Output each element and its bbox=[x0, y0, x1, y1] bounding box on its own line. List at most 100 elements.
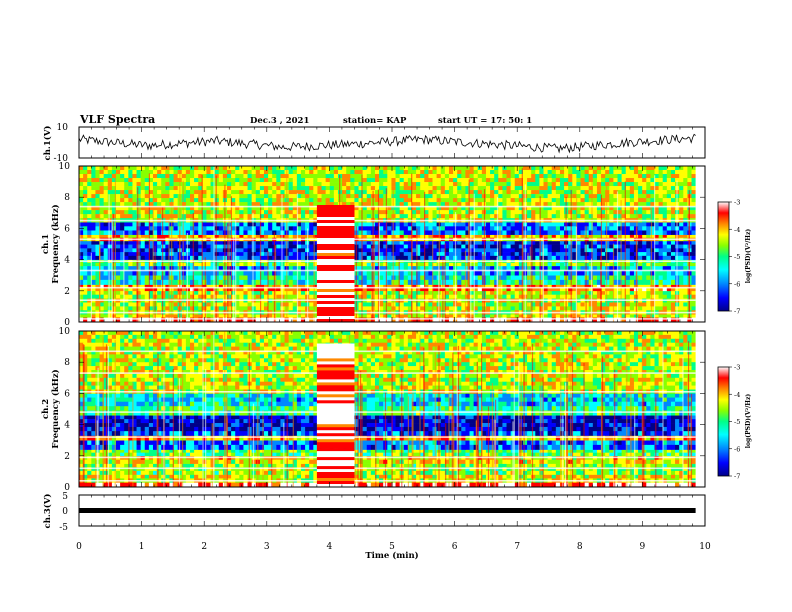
spectrogram-cell bbox=[161, 186, 166, 191]
spectrogram-cell bbox=[243, 234, 248, 239]
spectrogram-cell bbox=[535, 244, 540, 249]
spectrogram-cell bbox=[444, 302, 450, 307]
spectrogram-cell bbox=[416, 234, 421, 239]
spectrogram-cell bbox=[313, 244, 318, 249]
spectrogram-cell bbox=[280, 186, 285, 191]
spectrogram-cell bbox=[374, 222, 380, 227]
spectrogram-cell bbox=[510, 294, 516, 299]
spectrogram-cell bbox=[416, 248, 421, 253]
spectrogram-cell bbox=[202, 279, 207, 285]
spectrogram-cell bbox=[510, 279, 516, 285]
spectrogram-cell bbox=[87, 290, 92, 295]
spectrogram-cell bbox=[395, 270, 401, 276]
spectrogram-cell bbox=[111, 166, 117, 171]
spectrogram-cell bbox=[358, 182, 364, 187]
spectrogram-cell bbox=[601, 270, 606, 276]
spectrogram-cell bbox=[276, 284, 281, 288]
spectrogram-cell bbox=[107, 275, 113, 281]
spectrogram-cell bbox=[99, 270, 105, 276]
spectrogram-cell bbox=[276, 317, 281, 323]
spectrogram-cell bbox=[374, 252, 380, 257]
spectrogram-cell bbox=[194, 240, 199, 245]
spectrogram-cell bbox=[259, 170, 265, 175]
spectrogram-cell bbox=[300, 252, 306, 257]
spectrogram-cell bbox=[638, 294, 643, 299]
spectrogram-cell bbox=[120, 234, 125, 239]
spectrogram-cell bbox=[243, 182, 248, 187]
spectrogram-cell bbox=[658, 284, 664, 288]
spectrogram-cell bbox=[498, 170, 503, 175]
spectrogram-cell bbox=[399, 317, 405, 323]
spectrogram-cell bbox=[527, 234, 532, 239]
spectrogram-cell bbox=[514, 226, 520, 231]
spectrogram-cell bbox=[601, 240, 606, 245]
spectrogram-cell bbox=[157, 317, 162, 323]
spectrogram-cell bbox=[531, 170, 536, 175]
spectrogram-cell bbox=[448, 284, 454, 288]
spectrogram-cell bbox=[535, 290, 540, 295]
spectrogram-cell bbox=[666, 240, 672, 245]
spectrogram-cell bbox=[494, 279, 499, 285]
spectrogram-cell bbox=[161, 248, 166, 253]
spectrogram-cell bbox=[662, 234, 668, 239]
spectrogram-cell bbox=[444, 314, 450, 318]
spectrogram-cell bbox=[679, 275, 684, 281]
spectrogram-cell bbox=[625, 186, 631, 191]
spectrogram-cell bbox=[444, 182, 450, 187]
spectrogram-cell bbox=[539, 244, 544, 249]
spectrogram-cell bbox=[596, 170, 602, 175]
spectrogram-cell bbox=[518, 248, 524, 253]
spectrogram-cell bbox=[605, 306, 610, 311]
spectrogram-cell bbox=[420, 230, 425, 235]
spectrogram-cell bbox=[580, 294, 586, 299]
spectrogram-cell bbox=[243, 186, 248, 191]
spectrogram-cell bbox=[383, 252, 388, 257]
spectrogram-cell bbox=[99, 317, 105, 323]
spectrogram-cell bbox=[568, 244, 573, 249]
spectrogram-cell bbox=[646, 178, 651, 183]
spectrogram-cell bbox=[531, 248, 536, 253]
spectrogram-cell bbox=[317, 186, 322, 191]
spectrogram-cell bbox=[272, 174, 277, 179]
spectrogram-cell bbox=[103, 306, 109, 311]
spectrogram-cell bbox=[152, 234, 158, 239]
spectrogram-cell bbox=[650, 279, 655, 285]
spectrogram-cell bbox=[572, 170, 577, 175]
spectrogram-cell bbox=[399, 255, 405, 260]
spectrogram-cell bbox=[403, 290, 409, 295]
spectrogram-cell bbox=[95, 284, 100, 288]
spectrogram-cell bbox=[87, 222, 92, 227]
spectrogram-cell bbox=[580, 279, 586, 285]
spectrogram-cell bbox=[670, 279, 676, 285]
spectrogram-cell bbox=[83, 170, 88, 175]
spectrogram-cell bbox=[432, 317, 438, 323]
spectrogram-cell bbox=[165, 240, 170, 245]
spectrogram-cell bbox=[259, 314, 265, 318]
spectrogram-cell bbox=[255, 262, 261, 267]
spectrogram-cell bbox=[276, 182, 281, 187]
spectrogram-cell bbox=[317, 170, 322, 175]
spectrogram-cell bbox=[473, 234, 479, 239]
spectrogram-cell bbox=[613, 226, 618, 231]
spectrogram-cell bbox=[346, 178, 351, 183]
spectrogram-cell bbox=[687, 174, 692, 179]
spectrogram-cell bbox=[185, 265, 191, 271]
spectrogram-cell bbox=[658, 302, 664, 307]
spectrogram-cell bbox=[300, 302, 306, 307]
spectrogram-cell bbox=[469, 262, 475, 267]
spectrogram-cell bbox=[543, 170, 549, 175]
spectrogram-cell bbox=[666, 248, 672, 253]
spectrogram-cell bbox=[83, 287, 88, 292]
spectrogram-cell bbox=[107, 270, 113, 276]
spectrogram-cell bbox=[596, 317, 602, 323]
spectrogram-cell bbox=[469, 302, 475, 307]
spectrogram-cell bbox=[547, 186, 553, 191]
spectrogram-cell bbox=[510, 170, 516, 175]
spectrogram-cell bbox=[646, 290, 651, 295]
spectrogram-cell bbox=[333, 186, 339, 191]
spectrogram-cell bbox=[551, 317, 557, 323]
spectrogram-cell bbox=[502, 294, 507, 299]
spectrogram-cell bbox=[99, 182, 105, 187]
spectrogram-cell bbox=[350, 166, 355, 171]
spectrogram-cell bbox=[448, 186, 454, 191]
